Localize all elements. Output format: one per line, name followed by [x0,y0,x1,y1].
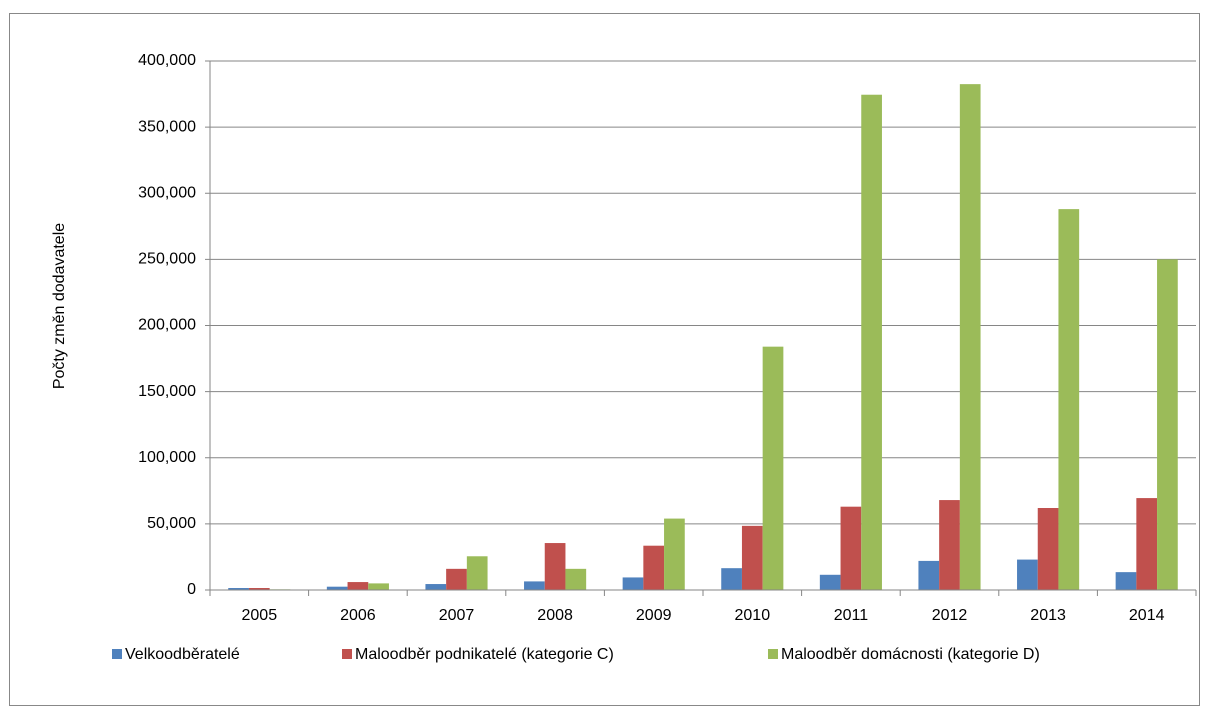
chart-frame [9,13,1200,706]
x-tick-label: 2011 [834,607,869,624]
bar [762,346,784,590]
bar [1058,209,1080,590]
y-tick-label: 50,000 [147,515,196,532]
bar [918,560,940,590]
bar [248,588,270,590]
bar [622,577,644,590]
x-tick-label: 2007 [439,607,475,624]
bar [959,84,981,591]
bar [524,581,545,590]
bar [565,568,587,590]
x-tick-label: 2006 [340,607,376,624]
bar [1157,259,1178,590]
y-tick-label: 100,000 [138,449,196,466]
x-tick-label: 2008 [537,607,573,624]
y-tick-label: 200,000 [138,317,196,334]
bar [1136,498,1158,590]
bar [368,583,389,590]
bar [347,582,369,590]
bar [544,543,566,590]
x-tick-label: 2010 [735,607,771,624]
y-axis-title: Počty změn dodavatele [51,223,68,389]
legend-swatch [112,649,122,659]
x-tick-label: 2005 [242,607,278,624]
y-tick-label: 300,000 [138,184,196,201]
y-tick-label: 0 [187,581,196,598]
bar [840,506,862,590]
bar [939,500,960,590]
x-tick-label: 2014 [1129,607,1165,624]
bar [643,545,665,590]
y-tick-label: 150,000 [138,383,196,400]
bar [664,518,685,590]
legend-label: Maloodběr podnikatelé (kategorie C) [355,646,614,663]
x-tick-label: 2009 [636,607,672,624]
bar [741,525,763,590]
legend-label: Velkoodběratelé [125,646,240,663]
bar [1037,508,1059,590]
bar [326,586,348,590]
bar [466,556,488,590]
y-tick-label: 400,000 [138,52,196,69]
y-tick-label: 350,000 [138,118,196,135]
bar [721,568,742,590]
x-tick-label: 2013 [1030,607,1066,624]
legend-swatch [342,649,352,659]
legend-swatch [768,649,778,659]
bar [425,584,447,590]
legend-label: Maloodběr domácnosti (kategorie D) [781,646,1040,663]
bar [819,574,841,590]
bar [1017,559,1038,590]
y-tick-label: 250,000 [138,251,196,268]
x-tick-label: 2012 [932,607,968,624]
bar [1115,572,1137,590]
bar [446,568,467,590]
bar [861,94,882,590]
bar [228,588,249,590]
